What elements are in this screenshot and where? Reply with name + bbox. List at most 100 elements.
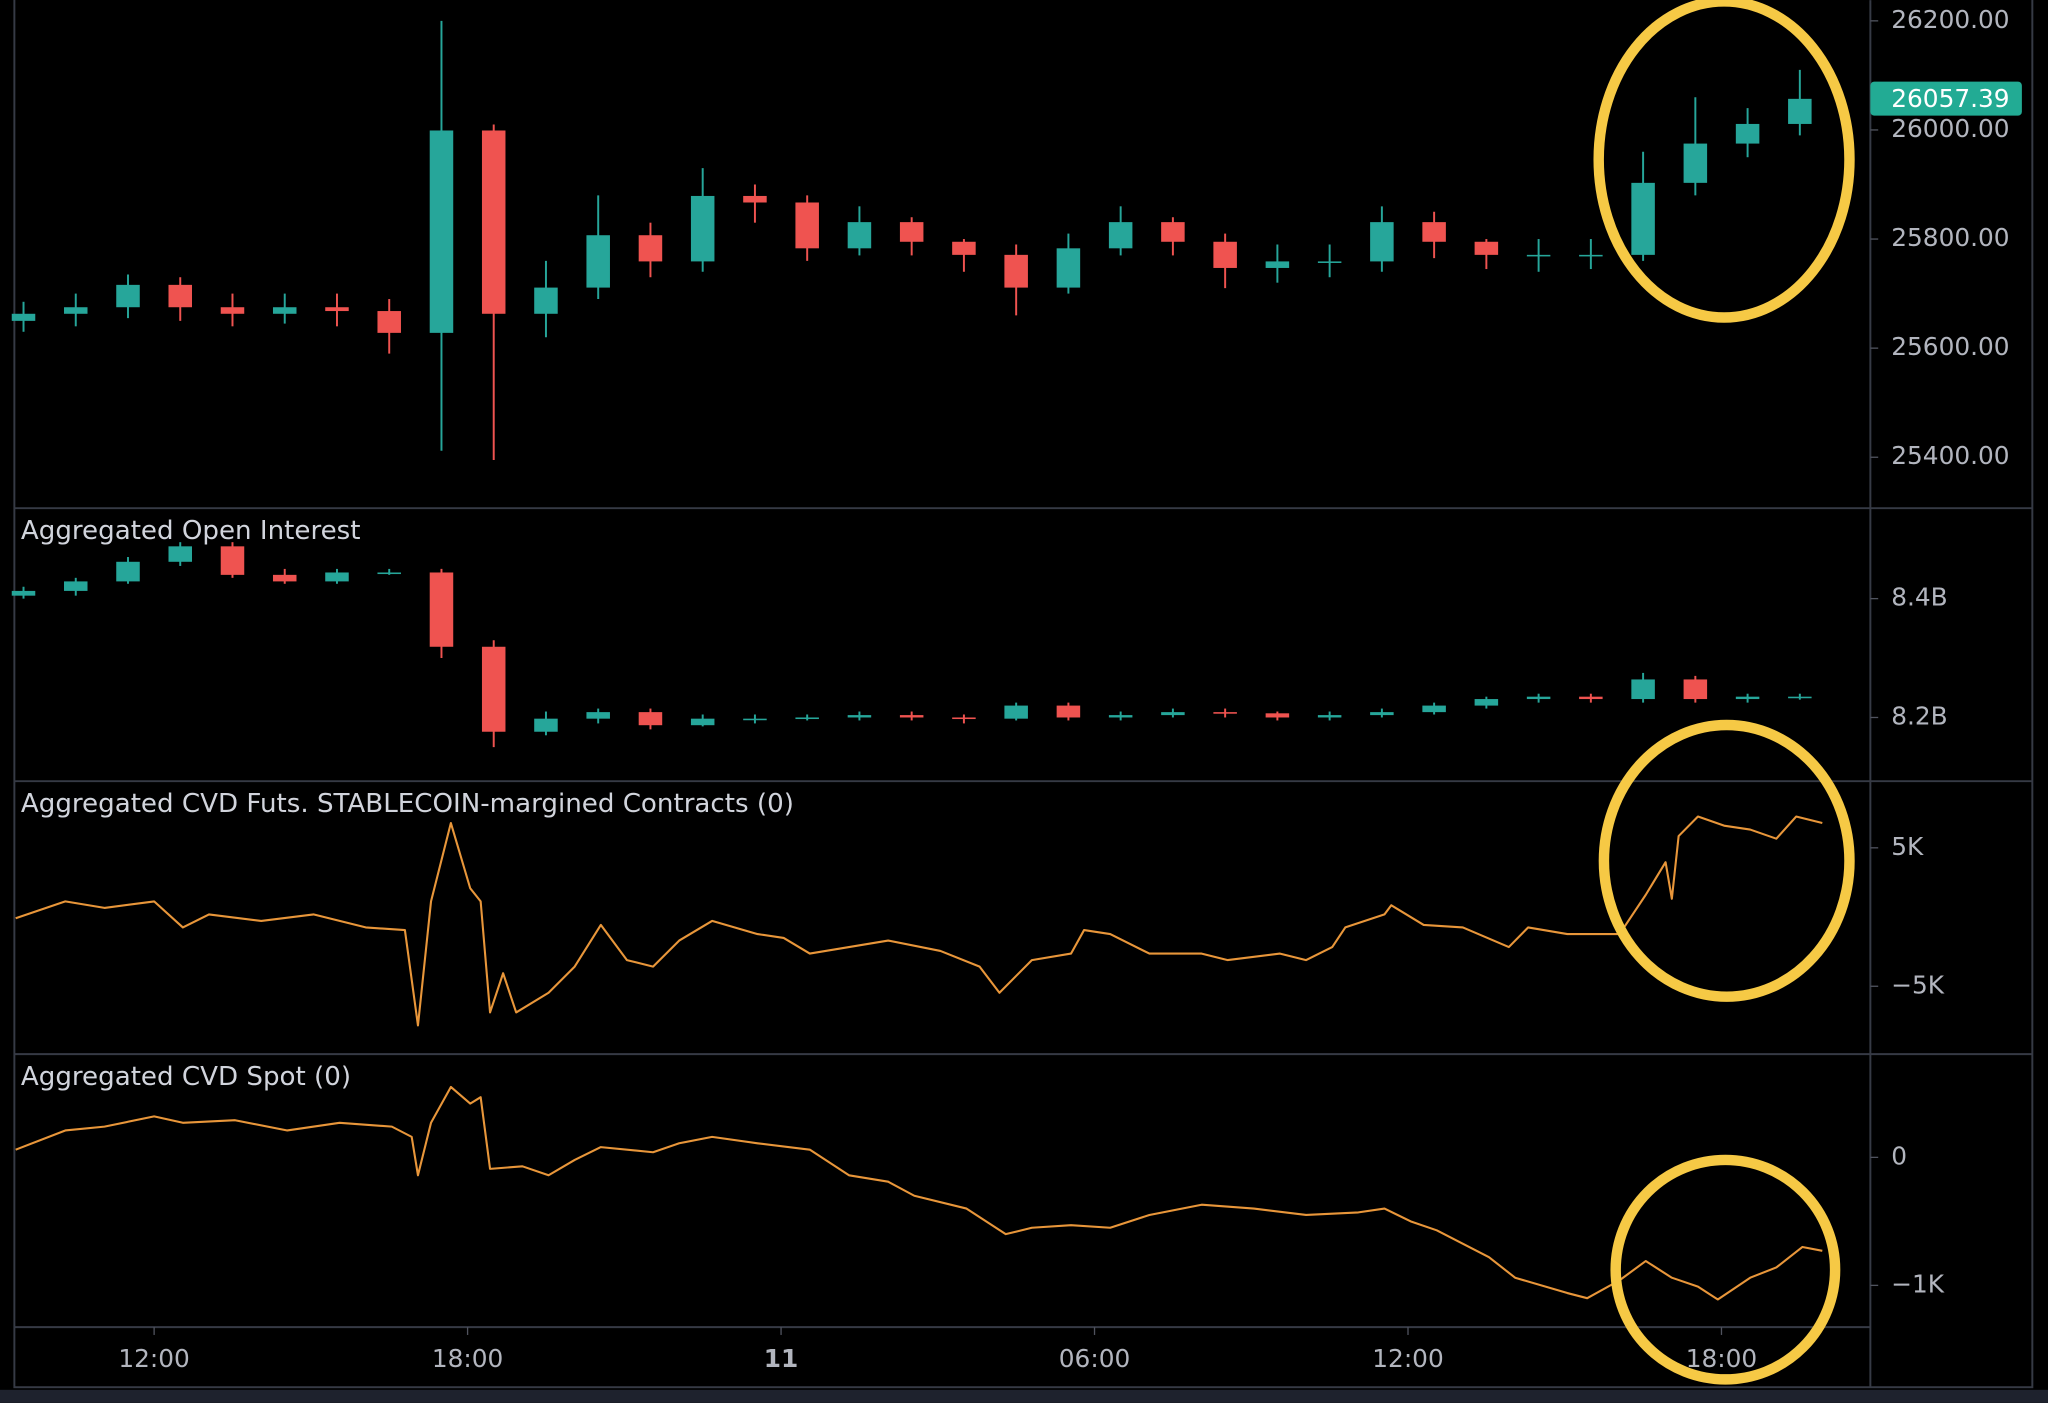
candle-body: [325, 307, 349, 312]
candle-body: [272, 307, 297, 314]
candle-body: [899, 715, 924, 718]
candle-body: [690, 195, 715, 262]
highlights: [1593, 0, 1855, 1385]
x-tick-label: 12:00: [118, 1344, 189, 1373]
x-tick-label: 12:00: [1372, 1344, 1443, 1373]
candle-body: [1526, 254, 1551, 257]
candle-body: [1474, 699, 1499, 706]
candle-body: [1579, 696, 1603, 700]
candle-body: [220, 307, 245, 314]
candle-body: [1317, 261, 1342, 263]
candle-body: [429, 572, 454, 647]
x-tick-label: 18:00: [1686, 1344, 1757, 1373]
candle-body: [743, 195, 767, 203]
candle-body: [1317, 715, 1342, 718]
y-tick-label: 8.2B: [1891, 701, 1947, 730]
candle-body: [534, 718, 558, 732]
candle-body: [952, 241, 976, 255]
candle-body: [64, 581, 88, 591]
candle-body: [1579, 254, 1603, 257]
candle-body: [1422, 222, 1446, 242]
candle-body: [690, 718, 715, 726]
pane-title: Aggregated CVD Spot (0): [21, 1062, 351, 1092]
candle-body: [1056, 248, 1081, 288]
y-tick-label: 26000.00: [1891, 114, 2009, 143]
candle-body: [377, 311, 401, 333]
y-tick-label: 5K: [1891, 832, 1924, 861]
candle-body: [377, 572, 401, 575]
candle-body: [1108, 222, 1133, 249]
cvd-line: [15, 815, 1823, 1027]
candle-body: [272, 574, 297, 582]
candle-body: [952, 717, 976, 720]
y-tick-label: −1K: [1891, 1269, 1945, 1298]
y-tick-label: 8.4B: [1891, 583, 1947, 612]
y-tick-label: 0: [1891, 1141, 1907, 1170]
candle-body: [1370, 712, 1394, 716]
candle-body: [1161, 222, 1185, 242]
last-price-box: [1870, 81, 2022, 116]
x-tick-label: 06:00: [1059, 1344, 1130, 1373]
candle-body: [1631, 182, 1655, 255]
candle-body: [220, 546, 245, 575]
candle-body: [1108, 715, 1133, 718]
candle-body: [429, 130, 454, 333]
candle-body: [847, 715, 872, 718]
candle-body: [116, 561, 140, 582]
y-tick-label: 25400.00: [1891, 441, 2009, 470]
candle-body: [1213, 241, 1237, 268]
last-price-label: 26057.39: [1891, 84, 2009, 113]
frame: [13, 0, 2034, 1389]
candle-body: [1265, 713, 1290, 718]
highlight-circle: [1610, 1154, 1841, 1385]
candle-body: [1474, 241, 1499, 255]
candle-body: [899, 222, 924, 242]
x-tick-label: 18:00: [432, 1344, 503, 1373]
highlight-circle: [1593, 0, 1855, 323]
candle-body: [1788, 98, 1812, 124]
x-tick-label: 11: [764, 1344, 799, 1373]
candle-body: [795, 717, 819, 720]
candle-body: [743, 718, 767, 721]
candle-body: [1526, 696, 1551, 700]
candle-body: [1735, 696, 1760, 700]
candle-body: [1422, 705, 1446, 713]
candle-body: [481, 646, 506, 732]
pane-title: Aggregated CVD Futs. STABLECOIN-margined…: [21, 789, 794, 819]
candle-body: [1631, 679, 1655, 700]
layout: [13, 0, 2034, 1389]
candle-body: [1004, 705, 1028, 719]
candle-body: [847, 222, 872, 249]
cvd-line: [15, 1085, 1823, 1301]
candle-body: [1213, 712, 1237, 714]
candle-body: [1788, 696, 1812, 699]
candle-body: [586, 712, 610, 719]
candle-body: [638, 712, 663, 726]
y-tick-label: 26200.00: [1891, 5, 2009, 34]
candle-body: [1735, 123, 1760, 144]
y-tick-label: 25600.00: [1891, 332, 2009, 361]
pane-title: Aggregated Open Interest: [21, 516, 361, 546]
y-tick-label: 25800.00: [1891, 223, 2009, 252]
y-tick-label: −5K: [1891, 970, 1945, 999]
candle-body: [795, 202, 819, 249]
candle-body: [1004, 254, 1028, 288]
candle-body: [1056, 705, 1081, 718]
candle-body: [1161, 712, 1185, 716]
candle-body: [11, 590, 36, 596]
candle-body: [1265, 261, 1290, 268]
candle-body: [534, 287, 558, 314]
candle-body: [64, 307, 88, 314]
marks: 25400.00 25600.00 25800.00 26000.00 26200.00…: [11, 5, 2022, 1373]
candle-body: [481, 130, 506, 314]
bottom-toolbar: [0, 1389, 2048, 1403]
candle-body: [638, 235, 663, 262]
candle-body: [1683, 143, 1708, 183]
candle-body: [168, 284, 192, 308]
highlight-circle: [1598, 719, 1855, 1002]
candle-body: [325, 572, 349, 582]
candle-body: [1683, 679, 1708, 700]
